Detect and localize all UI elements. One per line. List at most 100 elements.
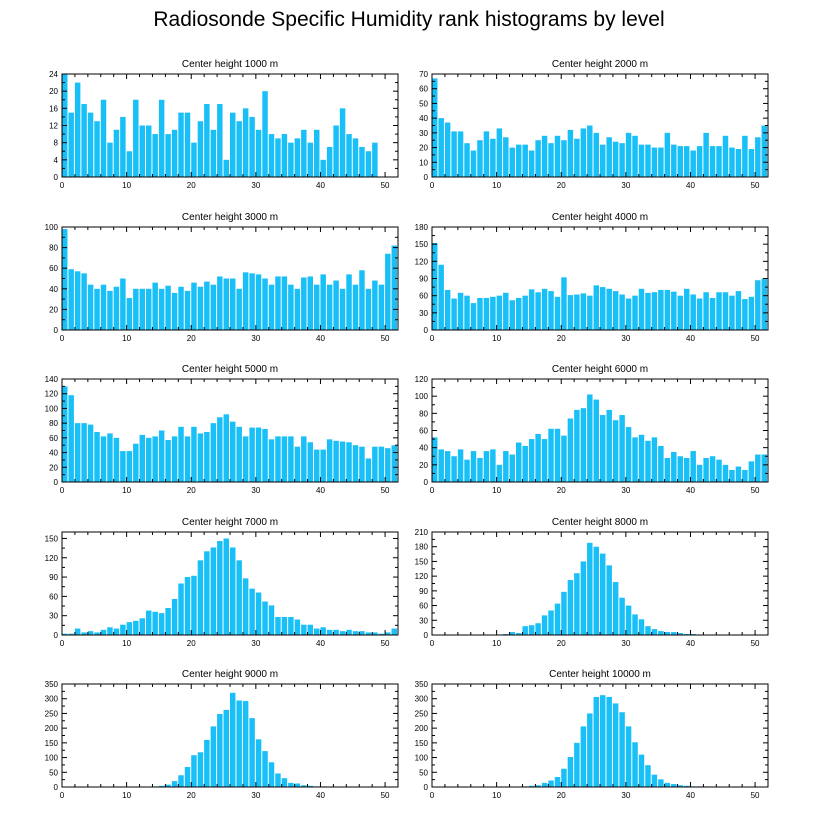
histogram-bar: [372, 632, 378, 635]
y-tick-label: 0: [54, 478, 59, 487]
histogram-bar: [281, 436, 288, 482]
chart-svg: 0 10 20 30 40 50 0 20 40 60 80 100 120: [415, 375, 769, 495]
histogram-bar: [444, 451, 451, 482]
y-tick-label: 120: [415, 572, 429, 581]
histogram-bar: [496, 295, 503, 330]
histogram-bar: [275, 616, 281, 635]
x-tick-label: 40: [686, 486, 695, 495]
histogram-bar: [645, 626, 651, 635]
histogram-bar: [735, 466, 742, 482]
histogram-bar: [748, 296, 755, 330]
y-tick-label: 50: [49, 768, 58, 777]
histogram-bar: [612, 582, 619, 635]
histogram-bar: [113, 437, 120, 482]
histogram-bar: [528, 289, 535, 330]
histogram-bar: [230, 547, 236, 635]
histogram-bar: [722, 464, 729, 482]
histogram-bar: [690, 150, 696, 177]
histogram-bar: [314, 284, 320, 330]
y-tick-label: 0: [54, 783, 59, 792]
histogram-bar: [223, 538, 229, 635]
y-tick-label: 250: [45, 709, 59, 718]
histogram-bar: [516, 297, 522, 330]
histogram-bar: [735, 149, 742, 177]
histogram-bar: [625, 726, 632, 787]
histogram-bar: [378, 446, 385, 482]
histogram-bar: [204, 431, 210, 482]
histogram-bar: [217, 714, 223, 787]
histogram-bar: [120, 116, 126, 177]
x-tick-label: 50: [381, 791, 390, 800]
histogram-bar: [236, 560, 242, 635]
histogram-bar: [236, 288, 242, 330]
histogram-bar: [587, 125, 593, 177]
histogram-bar: [567, 418, 574, 482]
histogram-bar: [658, 445, 664, 482]
histogram-bar: [365, 458, 372, 482]
histogram-bar: [242, 272, 249, 330]
x-tick-label: 20: [187, 181, 196, 190]
histogram-bar: [217, 104, 223, 177]
histogram-bar: [184, 436, 191, 482]
histogram-bar: [81, 273, 87, 330]
y-tick-label: 80: [49, 244, 58, 253]
histogram-bar: [120, 624, 126, 635]
histogram-bar: [139, 125, 145, 177]
histogram-bar: [146, 125, 152, 177]
y-tick-label: 24: [49, 70, 58, 79]
histogram-bar: [346, 442, 352, 482]
histogram-bar: [600, 144, 606, 177]
y-tick-label: 0: [424, 326, 429, 335]
histogram-bar: [126, 151, 133, 177]
histogram-bar: [113, 286, 120, 330]
histogram-bar: [645, 765, 651, 787]
histogram-bar: [359, 631, 365, 635]
histogram-bar: [742, 299, 748, 330]
histogram-bar: [651, 629, 658, 635]
histogram-bar: [464, 143, 470, 177]
histogram-bar: [171, 598, 178, 635]
y-tick-label: 20: [49, 87, 58, 96]
x-tick-label: 20: [187, 334, 196, 343]
histogram-bar: [171, 129, 178, 177]
histogram-bar: [548, 143, 554, 177]
histogram-bar: [528, 625, 535, 635]
histogram-bar: [223, 709, 229, 787]
histogram-bar: [664, 132, 671, 177]
histogram-bar: [210, 726, 217, 787]
histogram-bar: [651, 292, 658, 330]
histogram-bar: [432, 78, 438, 177]
histogram-bar: [230, 278, 236, 330]
histogram-bar: [470, 303, 477, 330]
x-tick-label: 10: [122, 639, 131, 648]
histogram-bar: [178, 286, 184, 330]
histogram-bar: [320, 159, 326, 177]
y-tick-label: 80: [419, 409, 428, 418]
histogram-bar: [268, 762, 275, 787]
histogram-bar: [696, 146, 703, 177]
histogram-bar: [68, 395, 74, 482]
histogram-bar: [567, 295, 574, 330]
histogram-panel: Center height 9000 m 0 10 20 30 40 50 0 50 100 150…: [22, 664, 438, 807]
y-tick-label: 100: [415, 754, 429, 763]
histogram-bar: [262, 278, 268, 330]
histogram-bar: [314, 129, 320, 177]
histogram-bar: [709, 297, 716, 330]
x-tick-label: 10: [492, 181, 501, 190]
histogram-bar: [281, 778, 288, 787]
chart-svg: 0 10 20 30 40 50 0 10 20 30 40 50 60 70: [419, 70, 769, 190]
histogram-bar: [378, 284, 385, 330]
histogram-bar: [288, 142, 294, 177]
plot-area: 0 10 20 30 40 50 0 50 100 150 200 250 300 350: [415, 680, 769, 800]
histogram-bar: [490, 449, 496, 482]
histogram-bar: [554, 428, 561, 482]
chart-svg: 0 10 20 30 40 50 0 50 100 150 200 250 300 350: [415, 680, 769, 800]
y-tick-label: 100: [415, 392, 429, 401]
histogram-bar: [352, 631, 359, 635]
histogram-bar: [535, 292, 541, 330]
histogram-bar: [326, 284, 333, 330]
y-tick-label: 180: [415, 223, 429, 232]
histogram-bar: [658, 779, 664, 787]
histogram-bar: [197, 752, 204, 787]
histogram-bar: [152, 134, 158, 177]
